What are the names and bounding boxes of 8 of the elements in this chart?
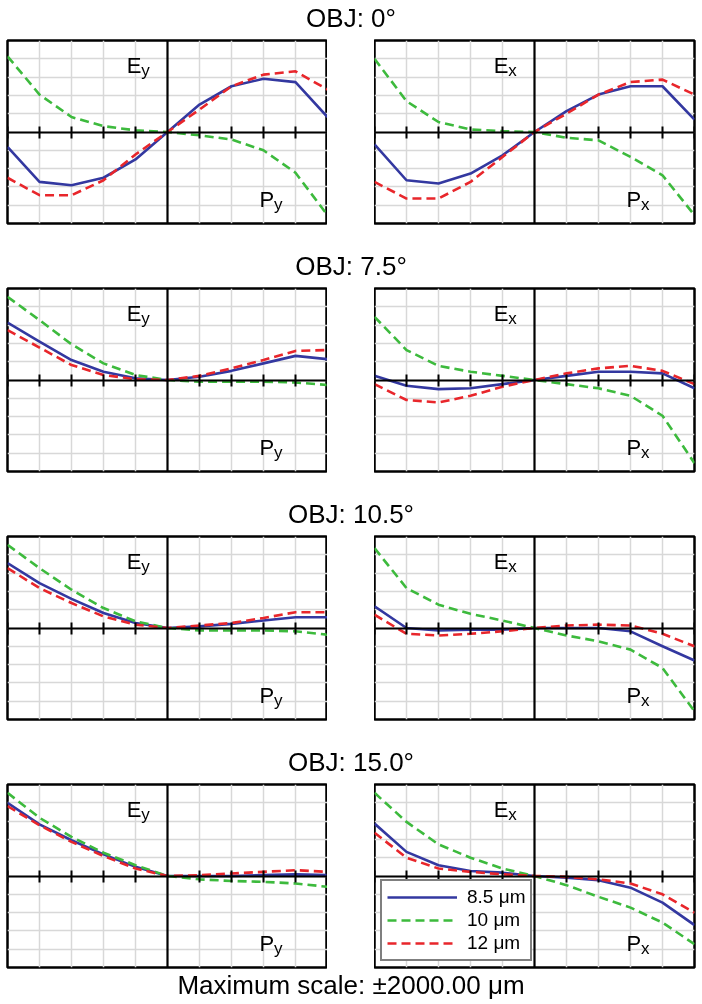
chart-title: OBJ: 10.5°: [287, 499, 414, 529]
chart-title: OBJ: 15.0°: [287, 747, 414, 777]
legend-label: 10 μm: [467, 909, 521, 931]
legend-label: 8.5 μm: [467, 886, 526, 908]
text: Maximum scale: ±2000.00 μm: [177, 970, 525, 1000]
chart-title: OBJ: 0°: [306, 3, 396, 33]
chart-title: OBJ: 7.5°: [295, 251, 407, 281]
legend-label: 12 μm: [467, 932, 521, 954]
